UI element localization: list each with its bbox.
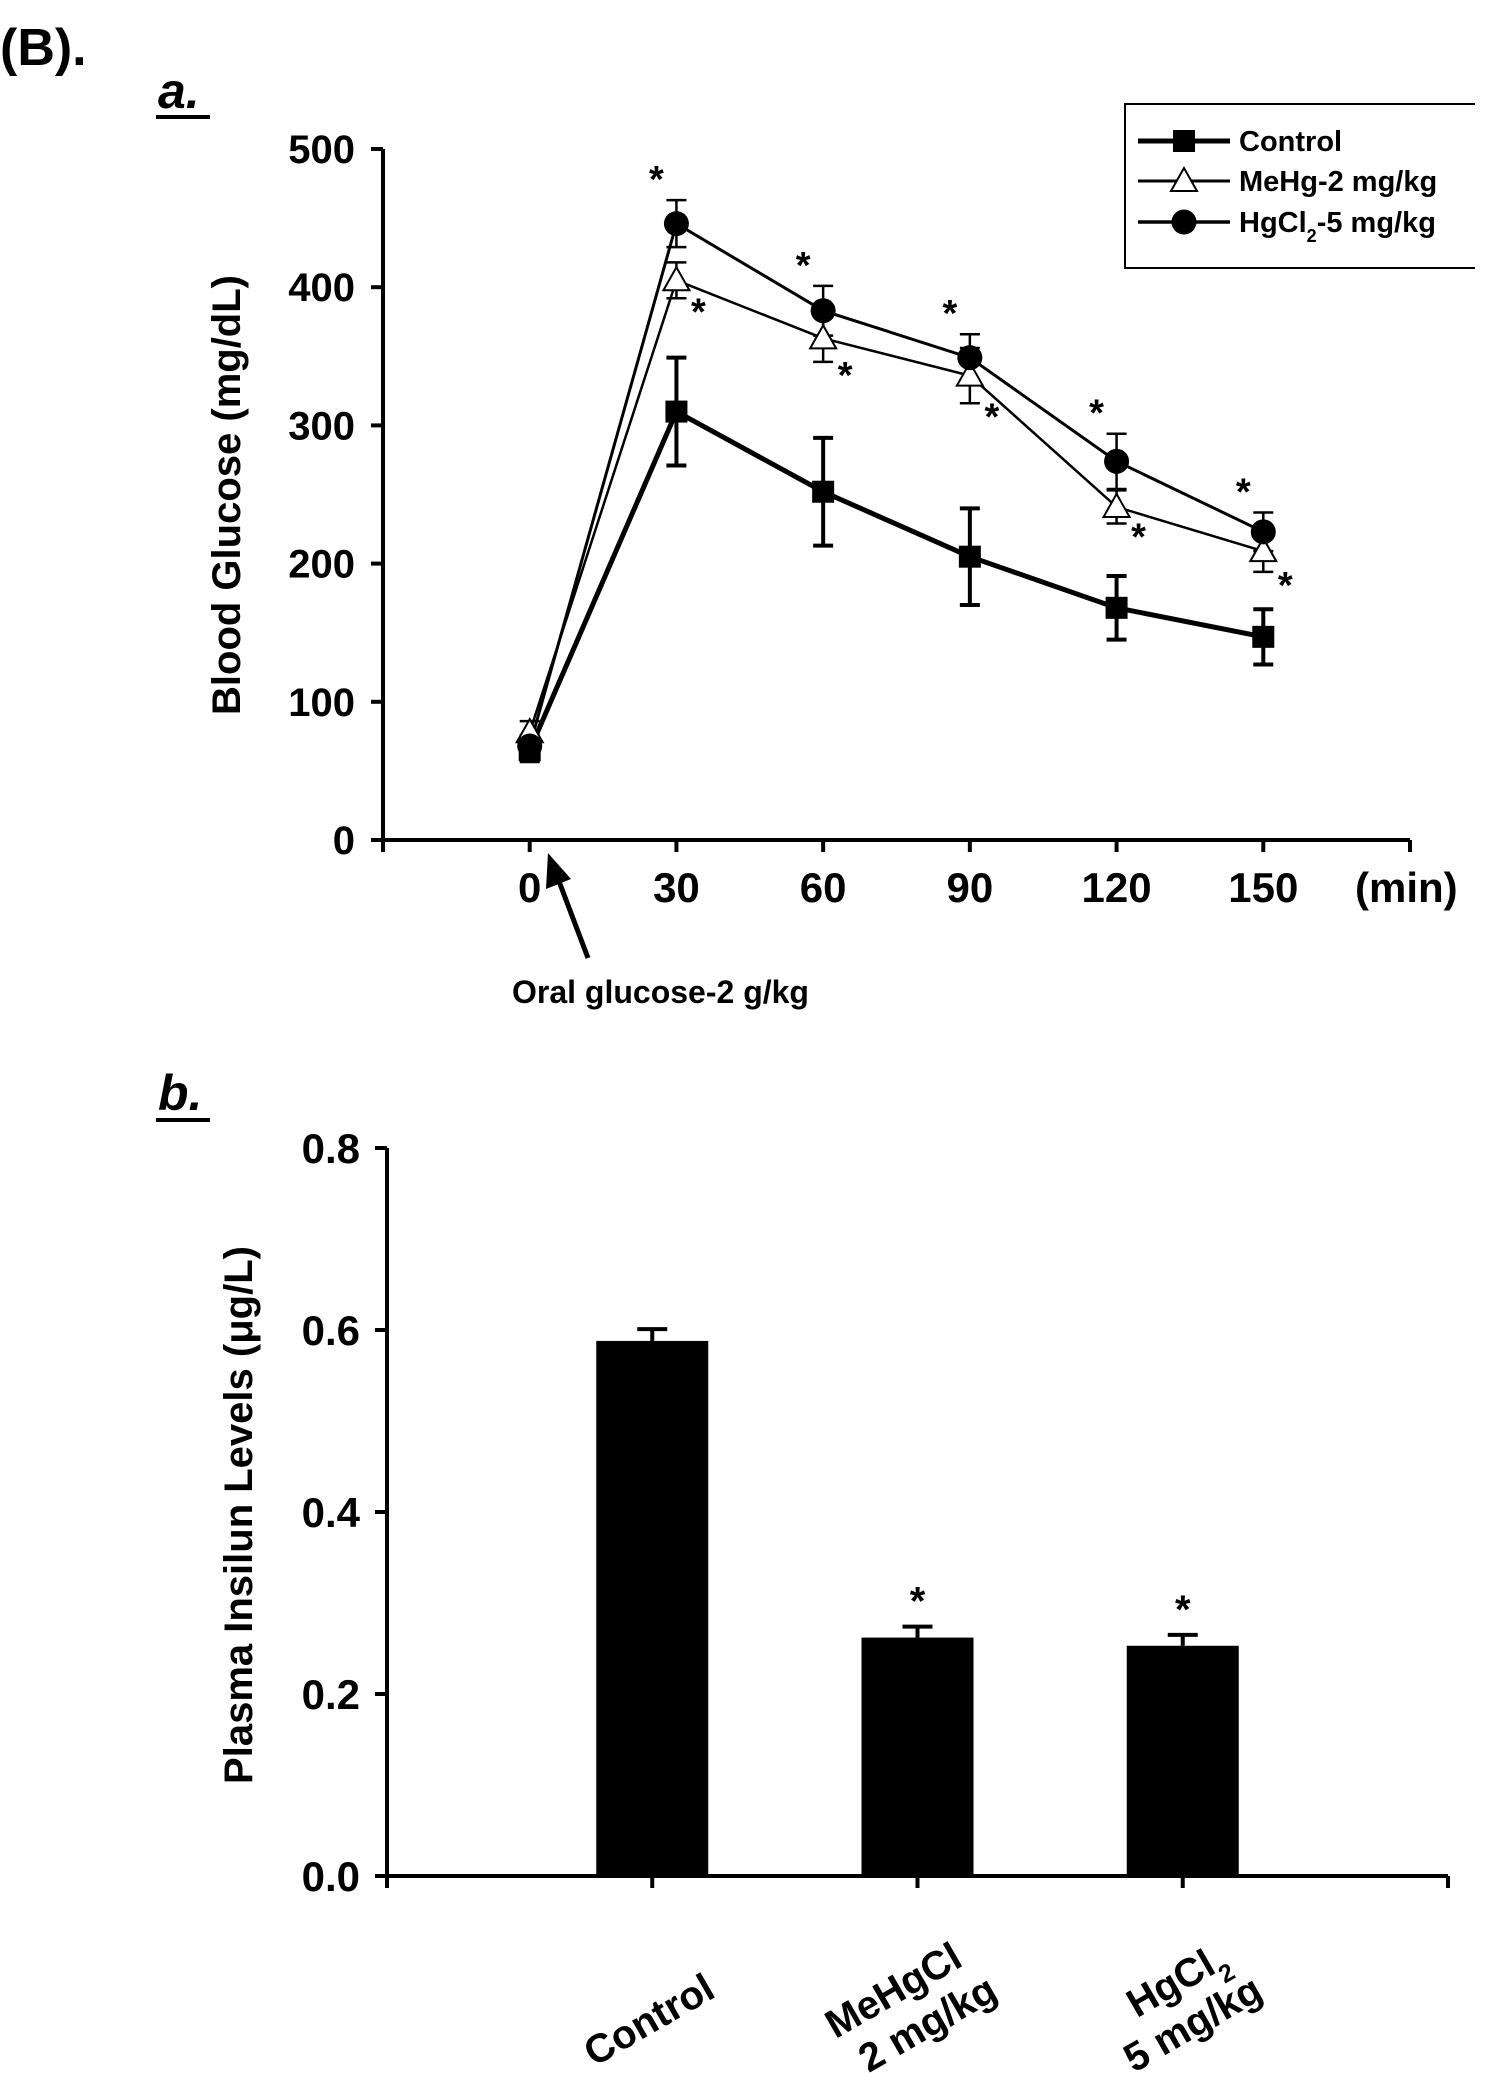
significance-marker: * xyxy=(649,159,664,201)
y-axis-label-b: Plasma Insilun Levels (μg/L) xyxy=(217,1246,261,1784)
data-point-circle xyxy=(1104,448,1130,474)
legend-label-triangle: MeHg-2 mg/kg xyxy=(1239,166,1437,198)
y-tick-label-a: 500 xyxy=(288,128,355,172)
x-tick-label-a: 90 xyxy=(946,864,993,911)
legend-marker-triangle xyxy=(1169,165,1199,192)
data-point-square xyxy=(1252,625,1275,648)
data-point-triangle xyxy=(1248,536,1278,563)
y-tick-label-b: 0.4 xyxy=(302,1489,361,1536)
figure-panel-label: (B). xyxy=(0,19,87,77)
significance-marker: * xyxy=(942,293,957,335)
significance-marker: * xyxy=(1236,471,1251,513)
panel-a-label: a. xyxy=(158,63,200,119)
chart-b-plasma-insulin: b. 0.0 0.2 0.4 0.6 0.8 Plasma Insilun Levels… xyxy=(156,1065,1450,2081)
data-point-triangle xyxy=(955,360,985,387)
bar-b xyxy=(596,1340,709,1876)
significance-marker: * xyxy=(984,396,999,438)
data-point-square xyxy=(665,400,688,423)
data-point-triangle xyxy=(808,323,838,350)
y-tick-label-b: 0.2 xyxy=(302,1671,360,1718)
annotation-arrow-shaft xyxy=(554,875,591,959)
legend-label-circle: HgCl2-5 mg/kg xyxy=(1239,207,1436,246)
annotation-text: Oral glucose-2 g/kg xyxy=(512,974,809,1010)
annotation-arrow-head xyxy=(546,853,571,889)
legend-marker-square xyxy=(1173,130,1195,152)
chart-a-blood-glucose: a. 0 100 200 300 400 500 0 30 60 90 120 150 Blood … xyxy=(156,63,1475,1010)
data-point-circle xyxy=(810,298,836,324)
legend-frame xyxy=(1124,103,1475,269)
data-point-circle xyxy=(957,345,983,371)
series-line-triangle xyxy=(528,278,1264,733)
oral-glucose-annotation: Oral glucose-2 g/kg xyxy=(512,853,809,1010)
y-tick-label-a: 300 xyxy=(288,404,355,448)
data-point-square xyxy=(1105,596,1128,619)
y-tick-label-a: 200 xyxy=(288,543,355,587)
panel-b-label: b. xyxy=(158,1065,202,1121)
data-point-triangle xyxy=(661,265,692,292)
data-point-circle xyxy=(663,211,689,237)
significance-marker: * xyxy=(1278,565,1293,607)
x-tick-label-a: 120 xyxy=(1082,864,1152,911)
x-tick-label-a: 60 xyxy=(800,864,847,911)
x-tick-label-a: 0 xyxy=(518,864,541,911)
legend-a: Control MeHg-2 mg/kg HgCl2-5 mg/kg xyxy=(1124,103,1475,269)
y-tick-label-a: 0 xyxy=(333,819,355,863)
significance-marker: * xyxy=(691,291,706,333)
data-point-circle xyxy=(517,733,543,759)
y-tick-label-b: 0.6 xyxy=(302,1307,360,1354)
series-line-circle xyxy=(528,221,1264,747)
bar-b xyxy=(861,1637,974,1876)
significance-marker-b: * xyxy=(1175,1588,1191,1632)
data-point-square xyxy=(958,545,981,568)
y-tick-label-a: 400 xyxy=(288,266,355,310)
x-axis-unit-label-a: (min) xyxy=(1355,864,1458,911)
category-label-b: Control xyxy=(577,1966,722,2075)
legend-marker-circle xyxy=(1171,209,1197,235)
significance-marker: * xyxy=(1131,517,1146,559)
data-point-circle xyxy=(1250,519,1276,545)
legend-label-square: Control xyxy=(1239,126,1342,158)
significance-marker-b: * xyxy=(910,1580,926,1624)
y-tick-label-b: 0.8 xyxy=(302,1125,360,1172)
x-tick-label-a: 30 xyxy=(653,864,700,911)
y-axis-label-a: Blood Glucose (mg/dL) xyxy=(205,275,249,715)
bar-b xyxy=(1126,1645,1239,1876)
x-tick-label-a: 150 xyxy=(1228,864,1298,911)
data-point-triangle xyxy=(1101,491,1132,518)
significance-marker: * xyxy=(796,245,811,287)
category-label-line1: Control xyxy=(577,1966,722,2075)
significance-marker: * xyxy=(1089,393,1104,435)
y-tick-label-b: 0.0 xyxy=(302,1853,360,1900)
series-line-square xyxy=(527,408,1264,752)
data-point-square xyxy=(812,480,835,503)
significance-marker: * xyxy=(838,355,853,397)
y-tick-label-a: 100 xyxy=(288,681,355,725)
